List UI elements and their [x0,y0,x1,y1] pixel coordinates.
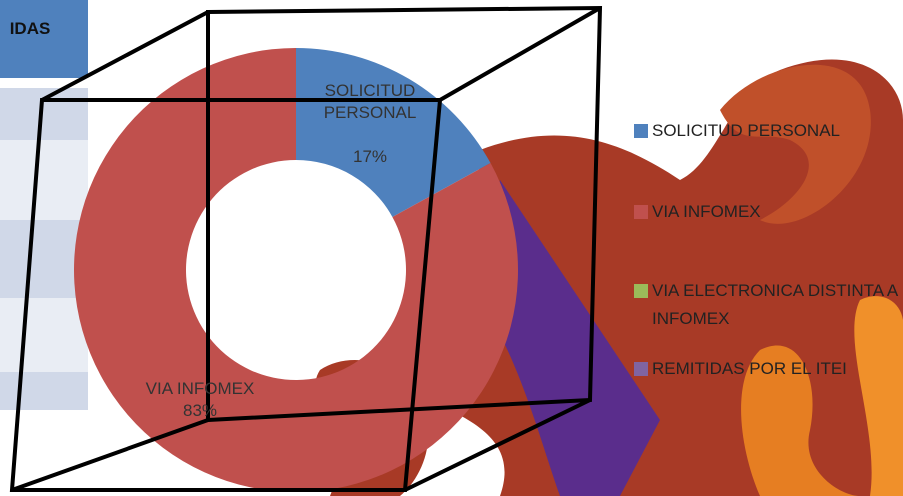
legend-swatch [634,205,648,219]
donut-slice [74,48,518,492]
wireframe-box [9,5,603,492]
data-label-value: 17% [352,147,388,166]
data-label-category: VIA INFOMEX [145,379,255,398]
legend-entry: VIA INFOMEX [652,202,761,221]
donut-slice [296,48,491,218]
legend-swatch [634,362,648,376]
legend-entry: REMITIDAS POR EL ITEI [652,359,847,378]
legend-entry: SOLICITUD PERSONAL [652,121,840,140]
legend-swatch [634,124,648,138]
legend-entry: VIA ELECTRONICA DISTINTA A INFOMEX [652,281,898,328]
table-header: IDAS [9,19,51,38]
legend-swatch [634,284,648,298]
data-label-category: SOLICITUD PERSONAL [323,81,417,122]
data-label-value: 83% [182,401,218,420]
